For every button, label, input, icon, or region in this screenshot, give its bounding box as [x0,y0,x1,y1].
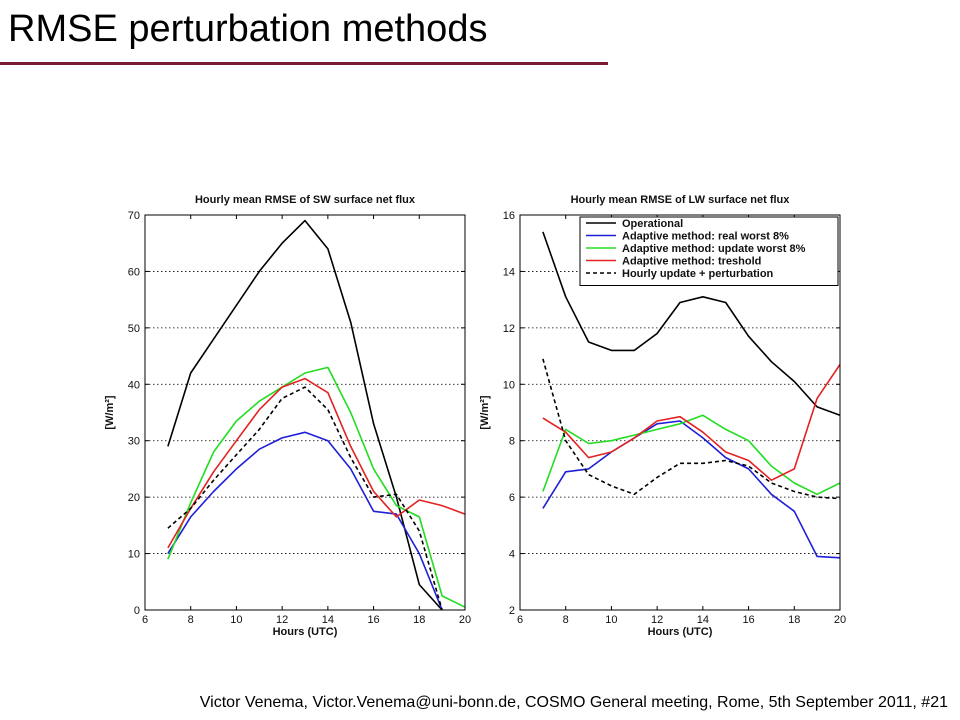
lw-y-tick-label: 4 [509,549,515,561]
sw-axes-frame [144,214,466,611]
lw-series-line-1 [542,420,841,559]
sw-y-tick-label: 40 [128,379,140,391]
lw-y-tick-label: 12 [503,323,515,335]
sw-y-tick-label: 60 [128,266,140,278]
sw-x-tick-label: 12 [276,614,288,626]
slide-footer: Victor Venema, Victor.Venema@uni-bonn.de… [199,694,948,711]
sw-y-tick-label: 0 [134,605,140,617]
sw-flux-chart: 6 8 10 12 14 16 18 20 0 10 20 30 40 50 60 70 Hourly mean… [104,194,471,638]
lw-y-tick-label: 16 [503,210,515,222]
sw-x-axis-label: Hours (UTC) [273,626,338,638]
sw-plot-area [145,215,465,610]
lw-legend-label-2: Adaptive method: update worst 8% [622,243,806,255]
lw-flux-chart: 6 8 10 12 14 16 18 20 2 4 6 8 10 12 14 16 Hourly mean RM… [479,194,846,638]
sw-series-line-2 [167,366,466,608]
lw-x-tick-label: 16 [742,614,754,626]
sw-x-tick-label: 6 [142,614,148,626]
lw-legend-label-1: Adaptive method: real worst 8% [622,231,789,243]
sw-y-tick-label: 30 [128,436,140,448]
lw-legend-label-0: Operational [622,218,683,230]
sw-x-tick-label: 18 [413,614,425,626]
slide-title: RMSE perturbation methods [8,8,488,50]
sw-x-tick-label: 16 [367,614,379,626]
sw-y-tick-label: 70 [128,210,140,222]
sw-x-tick-label: 20 [459,614,471,626]
sw-series-line-3 [167,377,466,549]
lw-y-tick-label: 8 [509,436,515,448]
lw-x-tick-label: 10 [605,614,617,626]
sw-x-tick-label: 8 [188,614,194,626]
lw-x-tick-label: 8 [563,614,569,626]
lw-legend-label-4: Hourly update + perturbation [622,268,774,280]
lw-x-tick-label: 20 [834,614,846,626]
lw-y-tick-label: 6 [509,492,515,504]
lw-chart-title: Hourly mean RMSE of LW surface net flux [571,194,791,206]
title-underline [0,62,608,65]
lw-legend-box [579,216,839,286]
lw-axes-frame [519,214,841,611]
sw-y-axis-label: [W/m²] [104,395,116,430]
sw-series-line-1 [167,431,443,611]
sw-y-tick-label: 50 [128,323,140,335]
sw-x-tick-label: 10 [230,614,242,626]
lw-y-tick-label: 10 [503,379,515,391]
lw-series-line-2 [542,414,841,496]
lw-x-tick-label: 12 [651,614,663,626]
lw-x-tick-label: 6 [517,614,523,626]
sw-chart-title: Hourly mean RMSE of SW surface net flux [195,194,416,206]
sw-x-tick-label: 14 [322,614,334,626]
lw-x-tick-label: 18 [788,614,800,626]
sw-y-tick-label: 10 [128,549,140,561]
lw-series-line-0 [542,231,841,417]
lw-x-axis-label: Hours (UTC) [648,626,713,638]
lw-y-tick-label: 2 [509,605,515,617]
lw-series-line-3 [542,364,841,481]
sw-y-tick-label: 20 [128,492,140,504]
sw-series-line-4 [167,386,443,611]
lw-y-axis-label: [W/m²] [479,395,491,430]
sw-series-line-0 [167,219,443,611]
lw-x-tick-label: 14 [697,614,709,626]
lw-y-tick-label: 14 [503,266,515,278]
lw-legend-label-3: Adaptive method: treshold [622,256,761,268]
